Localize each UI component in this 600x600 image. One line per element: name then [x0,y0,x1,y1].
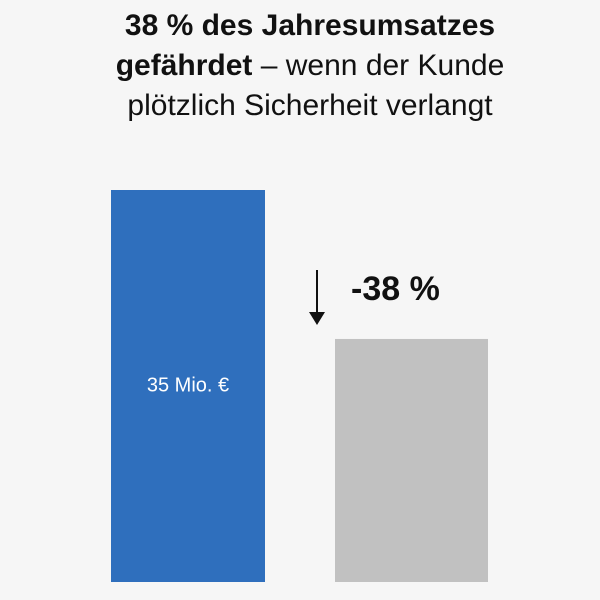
title-line-1: 38 % des Jahresumsatzes [124,9,496,42]
title-line-3: plötzlich Sicherheit verlangt [127,89,493,122]
chart-title: 38 % des Jahresumsatzes gefährdet – wenn… [40,6,580,126]
bar-1 [111,190,265,582]
title-line-2: gefährdet – wenn der Kunde [40,46,580,86]
bar-2 [335,338,488,582]
title-line-2-rest: – wenn der Kunde [252,49,505,82]
change-annotation-label: -38 % [351,270,440,308]
title-emphasis: gefährdet [115,49,253,82]
bar-value-label: 35 Mio. € [147,374,229,396]
change-arrow-head [309,311,325,325]
